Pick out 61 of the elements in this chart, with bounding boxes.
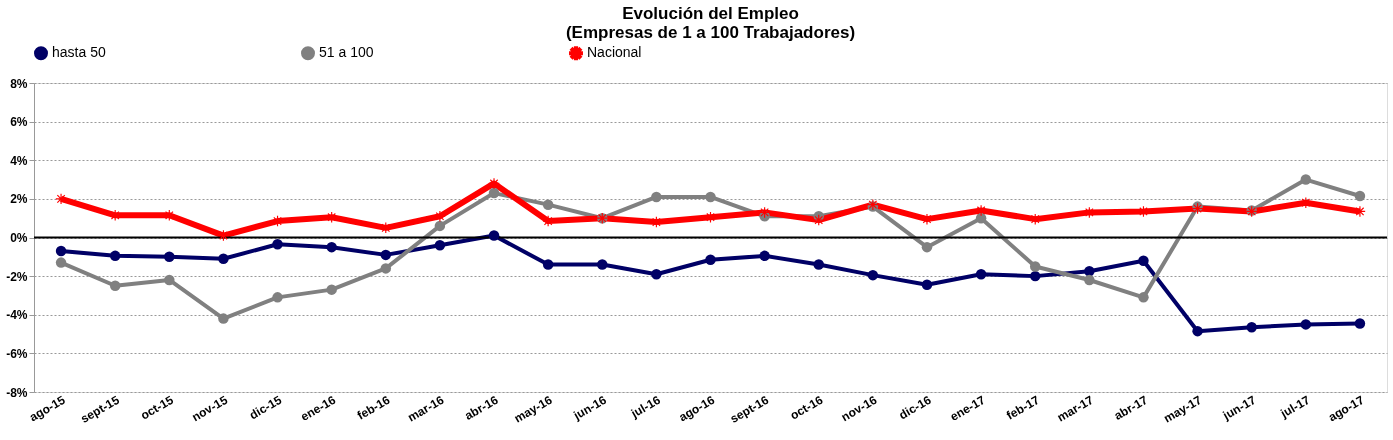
- point: [434, 220, 446, 232]
- legend-label: hasta 50: [52, 44, 106, 61]
- y-tick-label: -2%: [6, 269, 28, 284]
- legend-label: Nacional: [587, 44, 642, 61]
- point: [1354, 190, 1366, 202]
- y-tick-label: 6%: [10, 115, 28, 130]
- point: [1084, 266, 1095, 277]
- chart-title: Evolución del Empleo (Empresas de 1 a 100 Trabajadores): [565, 4, 856, 42]
- point: [1300, 319, 1312, 330]
- point: [218, 253, 229, 264]
- point: [272, 215, 283, 227]
- point: [1138, 255, 1149, 266]
- point: [813, 259, 824, 270]
- point: [55, 257, 67, 268]
- point: [542, 259, 554, 270]
- y-tick-label: -6%: [6, 346, 28, 361]
- y-tick-label: -4%: [6, 308, 28, 323]
- point: [55, 245, 67, 257]
- point: [651, 191, 662, 203]
- point: [1029, 270, 1041, 282]
- point: [272, 239, 283, 250]
- legend-label: 51 a 100: [319, 44, 374, 61]
- y-tick-label: 8%: [10, 76, 28, 91]
- point: [705, 211, 716, 223]
- point: [326, 241, 337, 253]
- point: [921, 241, 933, 253]
- point: [1192, 325, 1203, 337]
- point: [164, 274, 175, 286]
- y-tick-label: 0%: [10, 231, 28, 245]
- point: [1084, 274, 1095, 286]
- point: [1246, 322, 1257, 333]
- point: [272, 292, 283, 303]
- point: [380, 263, 392, 274]
- point: [759, 250, 770, 262]
- point: [921, 279, 933, 291]
- point: [488, 178, 500, 189]
- point: [1029, 261, 1041, 272]
- point: [867, 269, 879, 281]
- point: [1300, 174, 1312, 185]
- point: [597, 259, 608, 270]
- point: [542, 199, 554, 210]
- point: [164, 251, 175, 263]
- point: [109, 280, 121, 292]
- point: [488, 187, 500, 199]
- point: [1354, 318, 1366, 329]
- y-tick-label: 2%: [10, 192, 28, 207]
- point: [651, 268, 662, 280]
- point: [218, 313, 229, 324]
- y-tick-label: 4%: [10, 153, 28, 168]
- point: [975, 212, 987, 224]
- y-tick-label: -8%: [6, 385, 28, 400]
- point: [651, 216, 662, 228]
- point: [380, 249, 392, 261]
- point: [975, 268, 987, 280]
- point: [326, 284, 337, 295]
- point: [488, 230, 500, 241]
- point: [1138, 292, 1149, 303]
- point: [109, 250, 121, 262]
- point: [434, 239, 446, 251]
- point: [705, 191, 716, 203]
- point: [705, 254, 716, 265]
